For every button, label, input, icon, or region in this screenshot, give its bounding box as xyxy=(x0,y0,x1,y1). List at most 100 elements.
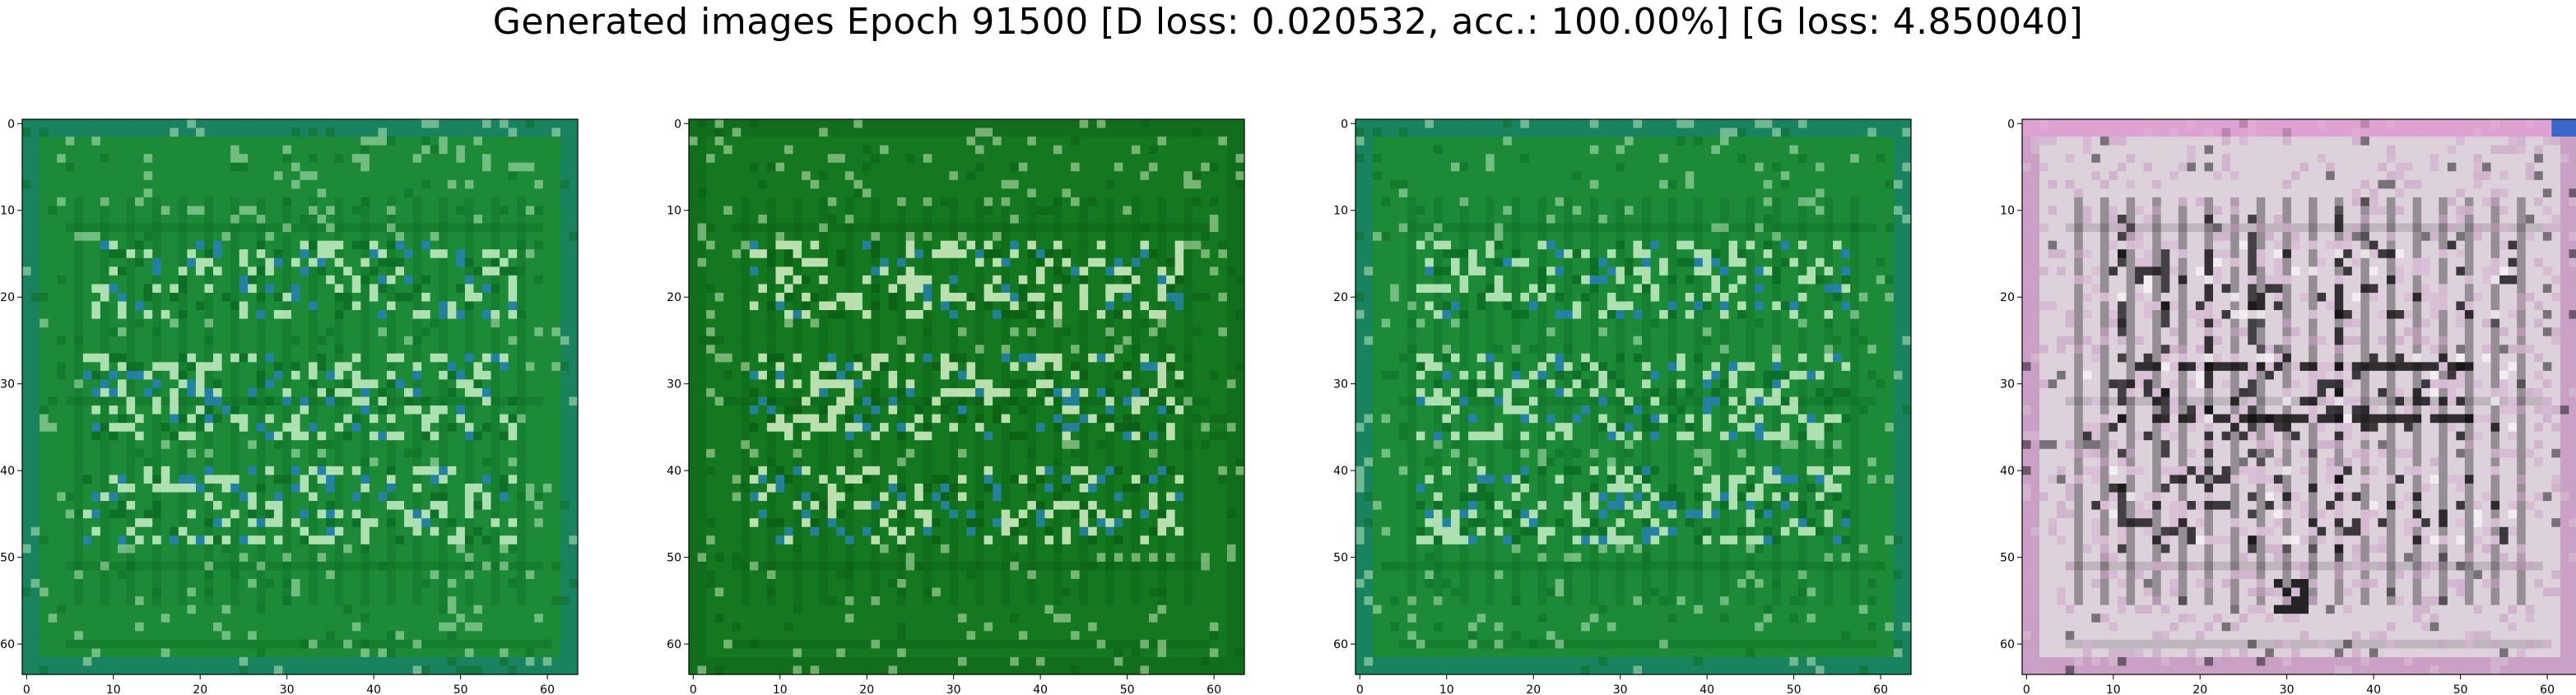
heatmap-cell xyxy=(213,414,222,424)
heatmap-cell xyxy=(213,223,222,233)
heatmap-cell xyxy=(187,171,197,181)
heatmap-cell xyxy=(473,345,483,354)
heatmap-cell xyxy=(178,362,188,372)
heatmap-cell xyxy=(369,379,379,389)
heatmap-cell xyxy=(213,266,222,276)
heatmap-cell xyxy=(282,431,292,441)
heatmap-cell xyxy=(689,119,698,128)
heatmap-cell xyxy=(386,405,396,415)
heatmap-cell xyxy=(204,518,214,528)
heatmap-cell xyxy=(178,570,188,580)
heatmap-cell xyxy=(525,119,535,128)
heatmap-cell xyxy=(473,336,483,345)
heatmap-cell xyxy=(91,492,101,502)
heatmap-cell xyxy=(160,578,170,588)
heatmap-cell xyxy=(697,137,707,146)
heatmap-cell xyxy=(430,639,439,649)
heatmap-cell xyxy=(230,561,240,571)
heatmap-cell xyxy=(178,578,188,588)
heatmap-cell xyxy=(74,188,84,198)
heatmap-cell xyxy=(309,353,318,363)
heatmap-cell xyxy=(421,483,431,493)
heatmap-cell xyxy=(491,483,500,493)
heatmap-cell xyxy=(100,318,109,328)
heatmap-cell xyxy=(40,284,49,294)
heatmap-cell xyxy=(239,396,249,406)
heatmap-cell xyxy=(30,145,40,155)
heatmap-cell xyxy=(481,215,491,224)
heatmap-cell xyxy=(569,518,579,528)
heatmap-cell xyxy=(334,336,344,345)
heatmap-cell xyxy=(143,526,153,536)
heatmap-cell xyxy=(135,665,145,675)
heatmap-cell xyxy=(439,553,449,563)
heatmap-cell xyxy=(395,639,405,649)
heatmap-cell xyxy=(421,457,431,467)
heatmap-cell xyxy=(793,188,802,198)
heatmap-cell xyxy=(248,137,258,146)
heatmap-cell xyxy=(187,475,197,484)
heatmap-cell xyxy=(836,162,846,172)
heatmap-cell xyxy=(170,423,179,433)
heatmap-cell xyxy=(439,501,449,511)
heatmap-cell xyxy=(351,137,361,146)
heatmap-cell xyxy=(534,215,544,224)
heatmap-cell xyxy=(273,614,283,623)
heatmap-cell xyxy=(178,431,188,441)
heatmap-cell xyxy=(221,631,231,641)
heatmap-cell xyxy=(256,466,266,475)
heatmap-cell xyxy=(430,614,439,623)
heatmap-cell xyxy=(334,206,344,215)
heatmap-cell xyxy=(810,145,820,155)
heatmap-cell xyxy=(334,509,344,519)
heatmap-cell xyxy=(57,605,67,614)
heatmap-cell xyxy=(351,431,361,441)
heatmap-cell xyxy=(412,240,422,250)
heatmap-cell xyxy=(178,275,188,285)
heatmap-cell xyxy=(1105,188,1115,198)
heatmap-cell xyxy=(74,492,84,502)
heatmap-cell xyxy=(291,249,300,259)
heatmap-cell xyxy=(152,257,162,267)
heatmap-cell xyxy=(343,154,353,164)
heatmap-cell xyxy=(291,457,300,467)
heatmap-cell xyxy=(135,257,145,267)
heatmap-cell xyxy=(1027,179,1037,189)
heatmap-cell xyxy=(1062,223,1072,233)
heatmap-cell xyxy=(22,578,31,588)
heatmap-cell xyxy=(170,405,179,415)
heatmap-cell xyxy=(369,448,379,458)
heatmap-cell xyxy=(178,327,188,337)
heatmap-cell xyxy=(309,509,318,519)
heatmap-cell xyxy=(560,362,570,372)
heatmap-cell xyxy=(273,206,283,215)
heatmap-cell xyxy=(65,154,75,164)
heatmap-cell xyxy=(464,639,474,649)
heatmap-cell xyxy=(273,639,283,649)
heatmap-cell xyxy=(126,362,136,372)
heatmap-cell xyxy=(378,466,388,475)
heatmap-cell xyxy=(221,509,231,519)
heatmap-cell xyxy=(447,266,457,276)
heatmap-cell xyxy=(542,587,552,597)
heatmap-cell xyxy=(118,457,127,467)
heatmap-cell xyxy=(905,162,915,172)
heatmap-cell xyxy=(905,197,915,206)
heatmap-cell xyxy=(91,292,101,302)
heatmap-cell xyxy=(30,345,40,354)
heatmap-cell xyxy=(386,518,396,528)
heatmap-cell xyxy=(40,162,49,172)
heatmap-cell xyxy=(126,345,136,354)
heatmap-cell xyxy=(714,206,724,215)
heatmap-cell xyxy=(378,648,388,658)
heatmap-cell xyxy=(534,145,544,155)
heatmap-cell xyxy=(82,266,92,276)
heatmap-cell xyxy=(126,292,136,302)
heatmap-cell xyxy=(853,154,863,164)
heatmap-cell xyxy=(160,301,170,311)
heatmap-cell xyxy=(517,483,527,493)
heatmap-cell xyxy=(491,301,500,311)
heatmap-cell xyxy=(404,492,414,502)
heatmap-cell xyxy=(65,223,75,233)
